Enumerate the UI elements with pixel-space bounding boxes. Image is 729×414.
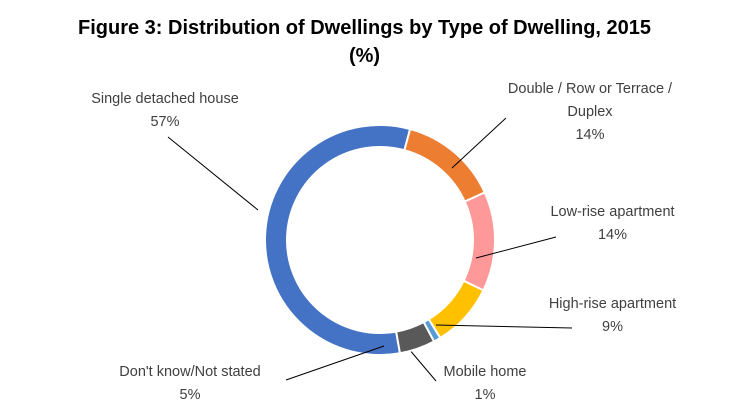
category-label: Low-rise apartment bbox=[550, 204, 675, 220]
value-label: 9% bbox=[602, 319, 623, 335]
value-label: 57% bbox=[150, 114, 180, 130]
leader-line bbox=[285, 345, 385, 381]
category-label: Double / Row or Terrace / Duplex bbox=[507, 81, 673, 120]
data-label: High-rise apartment 9% bbox=[545, 293, 680, 339]
chart-title: Figure 3: Distribution of Dwellings by T… bbox=[77, 17, 652, 67]
category-label: Single detached house bbox=[91, 91, 239, 107]
value-label: 1% bbox=[474, 387, 496, 403]
data-label: Single detached house 57% bbox=[70, 88, 260, 134]
data-label: Don't know/Not stated 5% bbox=[95, 361, 285, 407]
category-label: High-rise apartment bbox=[548, 296, 677, 312]
donut-segment bbox=[427, 279, 485, 340]
data-label: Double / Row or Terrace / Duplex 14% bbox=[505, 78, 675, 147]
data-label: Low-rise apartment 14% bbox=[545, 201, 680, 247]
donut-segment bbox=[462, 191, 496, 292]
value-label: 14% bbox=[575, 127, 605, 143]
data-label: Mobile home 1% bbox=[430, 361, 540, 407]
donut-segment bbox=[403, 127, 487, 203]
category-label: Don't know/Not stated bbox=[119, 364, 261, 380]
donut-segment bbox=[264, 124, 412, 356]
category-label: Mobile home bbox=[443, 364, 527, 380]
leader-line bbox=[435, 324, 573, 329]
donut-segment bbox=[394, 320, 436, 355]
value-label: 14% bbox=[597, 227, 628, 243]
leader-line bbox=[167, 136, 259, 211]
leader-line bbox=[475, 236, 557, 259]
leader-line bbox=[451, 117, 507, 169]
value-label: 5% bbox=[179, 387, 201, 403]
